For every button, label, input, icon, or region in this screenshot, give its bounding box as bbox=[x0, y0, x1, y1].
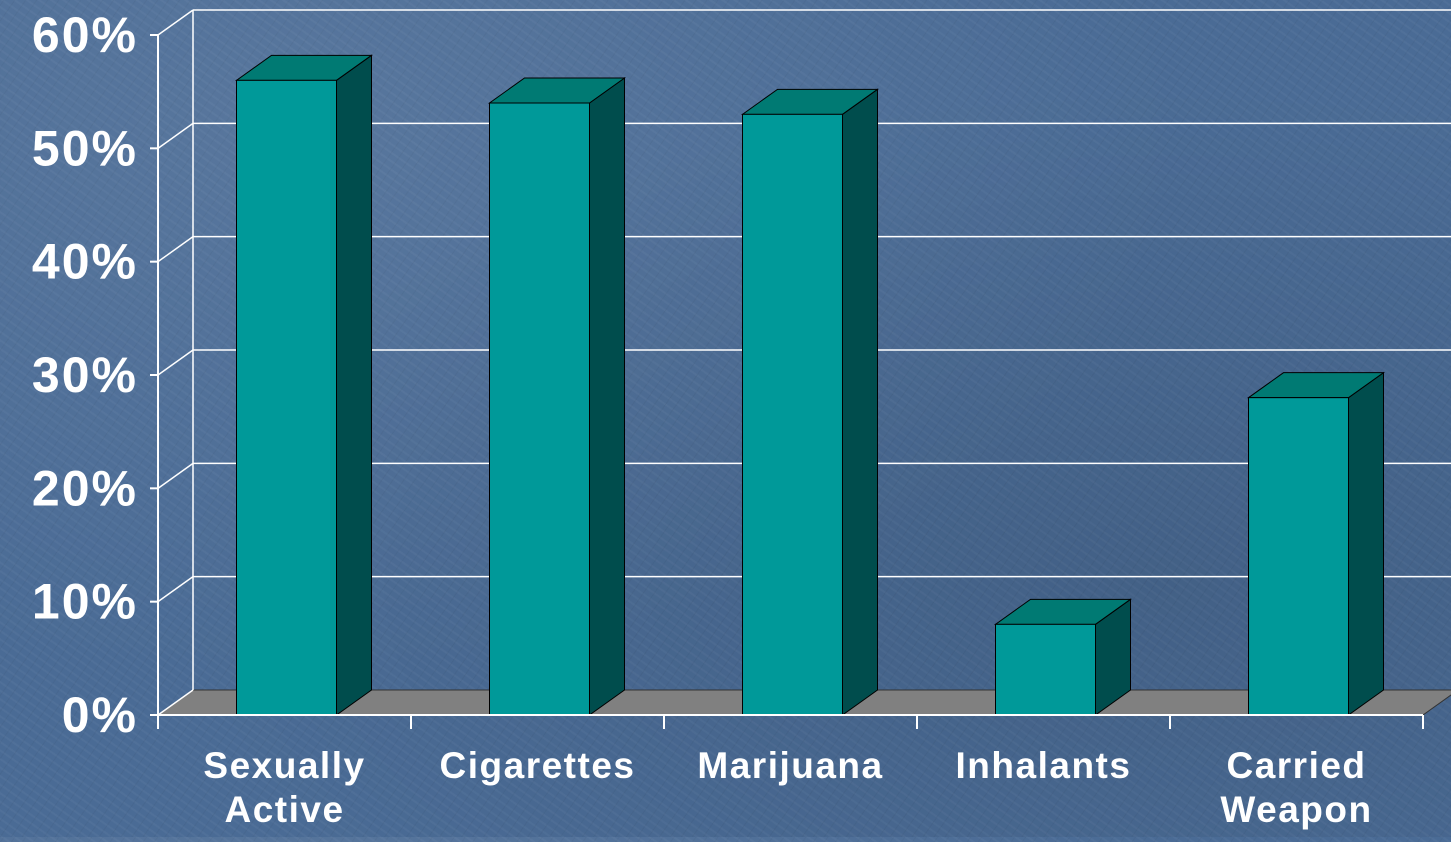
side-wall-gridline bbox=[158, 463, 193, 488]
side-wall-gridline bbox=[158, 237, 193, 262]
x-tick-label: Cigarettes bbox=[440, 745, 636, 786]
bar bbox=[237, 55, 372, 715]
x-tick-label: Sexually Active bbox=[203, 745, 365, 830]
bar-front-face bbox=[237, 80, 337, 715]
side-wall-gridline bbox=[158, 123, 193, 148]
bar-side-face bbox=[337, 55, 372, 715]
bar-front-face bbox=[996, 624, 1096, 715]
y-tick-label: 10% bbox=[32, 574, 138, 630]
x-tick-label: Carried Weapon bbox=[1220, 745, 1372, 830]
bar-side-face bbox=[843, 89, 878, 715]
side-wall-gridline bbox=[158, 10, 193, 35]
x-tick-label-line: Active bbox=[224, 789, 344, 830]
y-tick-label: 50% bbox=[32, 120, 138, 176]
x-tick-label-line: Weapon bbox=[1220, 789, 1372, 830]
y-tick-label: 40% bbox=[32, 234, 138, 290]
side-wall-gridline bbox=[158, 577, 193, 602]
y-tick-label: 20% bbox=[32, 460, 138, 516]
bar bbox=[743, 89, 878, 715]
x-tick-label-line: Carried bbox=[1226, 745, 1366, 786]
bar bbox=[996, 599, 1131, 715]
bar-side-face bbox=[1349, 373, 1384, 715]
y-tick-label: 60% bbox=[32, 7, 138, 63]
bar-front-face bbox=[490, 103, 590, 715]
x-tick-label-line: Marijuana bbox=[697, 745, 883, 786]
bar-front-face bbox=[1249, 398, 1349, 715]
x-tick-label: Marijuana bbox=[697, 745, 883, 786]
bar bbox=[490, 78, 625, 715]
bars-layer bbox=[237, 55, 1384, 715]
side-wall-gridline bbox=[158, 350, 193, 375]
bar bbox=[1249, 373, 1384, 715]
x-tick-label: Inhalants bbox=[956, 745, 1132, 786]
x-tick-label-line: Inhalants bbox=[956, 745, 1132, 786]
y-tick-label: 30% bbox=[32, 347, 138, 403]
bar-side-face bbox=[590, 78, 625, 715]
y-tick-label: 0% bbox=[62, 687, 138, 743]
bar-front-face bbox=[743, 114, 843, 715]
x-tick-label-line: Sexually bbox=[203, 745, 365, 786]
x-tick-label-line: Cigarettes bbox=[440, 745, 636, 786]
